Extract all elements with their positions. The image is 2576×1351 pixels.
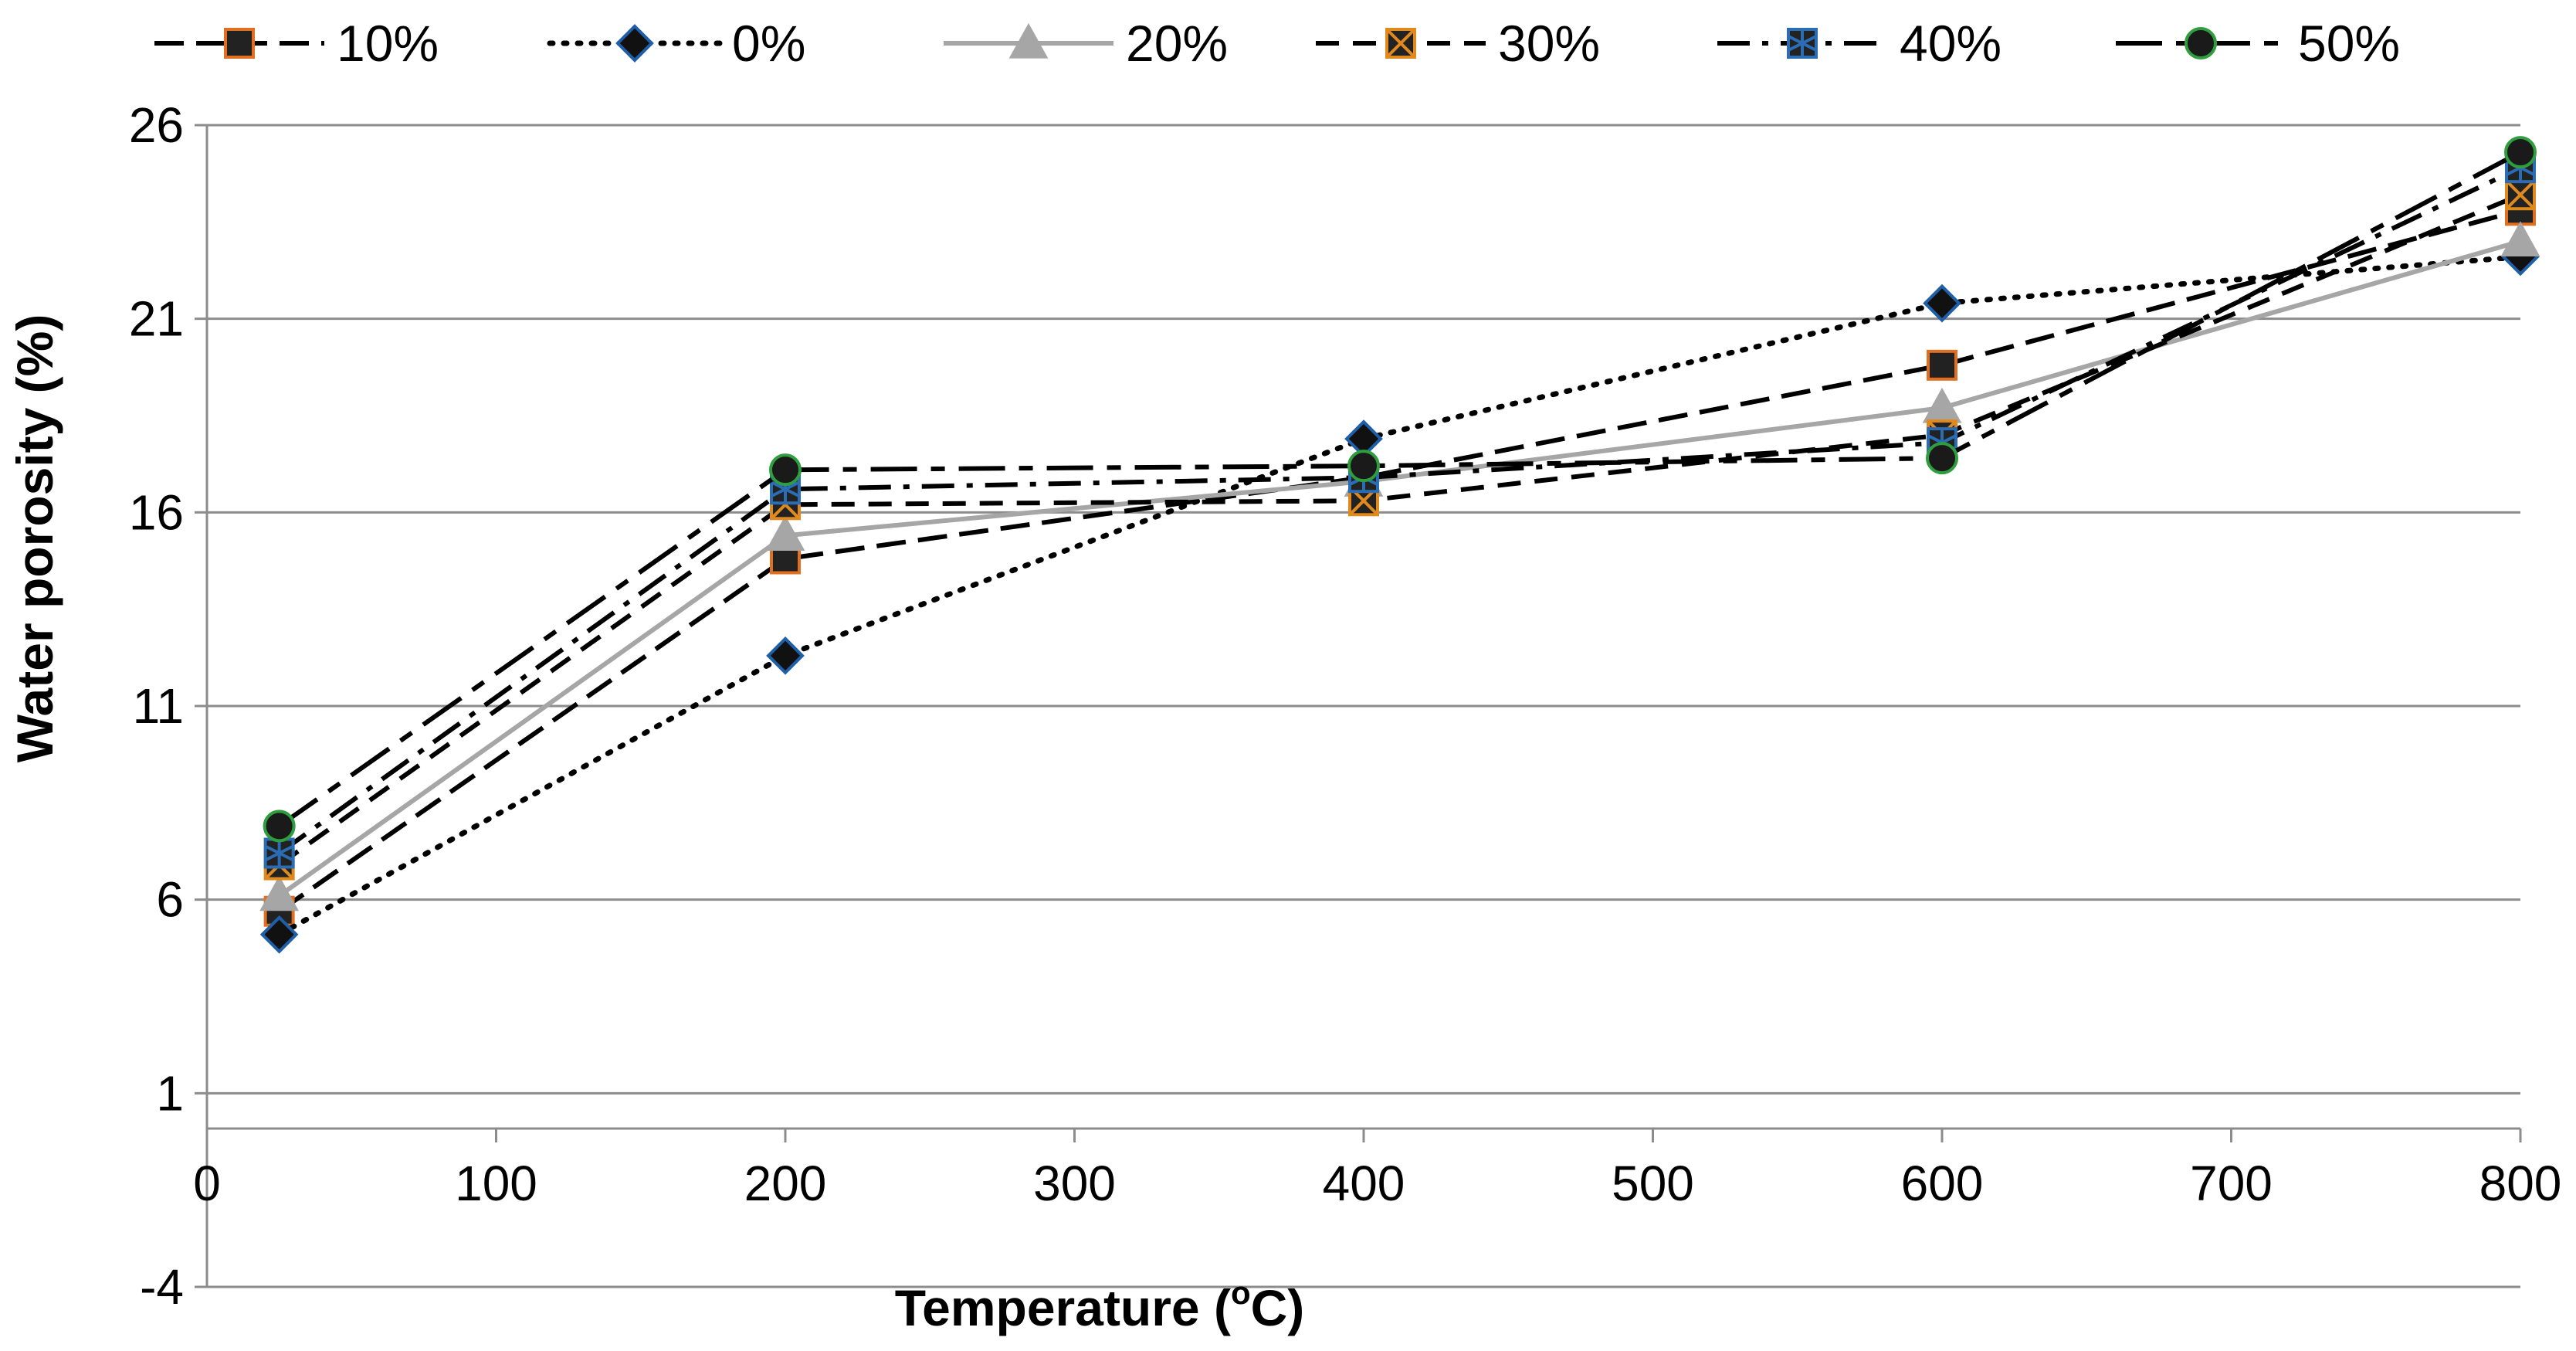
- x-axis-title-superscript: o: [1231, 1275, 1251, 1311]
- series-10%: [263, 195, 2536, 927]
- series-line: [277, 165, 2522, 855]
- x-tick-label: 100: [455, 1156, 537, 1211]
- data-point: [1347, 450, 1380, 483]
- legend-marker: [1385, 28, 1416, 59]
- data-point-shape: [1927, 349, 1957, 381]
- y-tick-label: 16: [129, 484, 184, 540]
- data-point: [259, 875, 300, 911]
- x-tick-label: 500: [1612, 1156, 1694, 1211]
- legend-item-20%: 20%: [944, 15, 1228, 72]
- x-tick-label: 0: [193, 1156, 221, 1211]
- series-50%: [263, 136, 2537, 843]
- y-tick-label: 1: [156, 1065, 184, 1121]
- series-layer: [259, 136, 2540, 954]
- x-tick-label: 800: [2479, 1156, 2562, 1211]
- y-axis-title: Water porosity (%): [6, 314, 63, 763]
- legend-marker-cross: [1385, 28, 1416, 59]
- x-tick-label: 300: [1033, 1156, 1116, 1211]
- series-line: [277, 239, 2521, 898]
- grid-layer: [207, 124, 2520, 1095]
- series-30%: [263, 179, 2536, 881]
- data-point: [765, 515, 805, 552]
- legend-marker: [2185, 27, 2217, 59]
- x-tick-label: 700: [2190, 1156, 2273, 1211]
- series-40%: [263, 152, 2536, 869]
- legend-label: 10%: [337, 15, 439, 72]
- x-axis-title-unit: C): [1251, 1279, 1305, 1336]
- legend-item-30%: 30%: [1316, 15, 1600, 72]
- data-point: [766, 636, 805, 675]
- data-point: [1927, 349, 1957, 381]
- legend-marker: [1008, 22, 1049, 59]
- legend-marker: [1787, 28, 1818, 59]
- series-line: [276, 254, 2523, 938]
- data-point: [2505, 179, 2536, 211]
- legend-marker: [615, 24, 654, 63]
- data-point: [1926, 442, 1958, 475]
- x-axis-title: Temperature (oC): [895, 1275, 1305, 1336]
- data-point: [1923, 283, 1961, 323]
- x-tick-label: 600: [1901, 1156, 1984, 1211]
- legend-label: 40%: [1900, 15, 2001, 72]
- legend-label: 50%: [2298, 15, 2400, 72]
- legend-marker: [224, 28, 255, 59]
- x-tick-label: 200: [744, 1156, 827, 1211]
- data-point: [259, 915, 299, 954]
- legend-label: 30%: [1498, 15, 1600, 72]
- data-point: [263, 810, 296, 843]
- legend-label: 20%: [1126, 15, 1228, 72]
- legend-marker-shape: [224, 28, 255, 59]
- y-tick-label: 6: [156, 872, 184, 928]
- legend-layer: 10% 0% 20% 30% 40% 50%: [154, 15, 2400, 72]
- data-point: [263, 837, 295, 869]
- y-tick-label: 11: [133, 678, 184, 734]
- data-point-cross: [2505, 179, 2536, 210]
- legend-item-10%: 10%: [154, 15, 439, 72]
- y-tick-label: 21: [129, 291, 184, 347]
- x-axis-title-main: Temperature (: [895, 1279, 1231, 1336]
- legend-item-40%: 40%: [1717, 15, 2001, 72]
- x-tick-label: 400: [1323, 1156, 1405, 1211]
- legend-label: 0%: [732, 15, 805, 72]
- y-tick-label: 26: [129, 97, 184, 153]
- series-line: [277, 150, 2522, 828]
- y-tick-label: -4: [140, 1259, 184, 1315]
- legend-item-0%: 0%: [547, 15, 805, 72]
- data-point: [769, 453, 802, 487]
- data-point: [2504, 136, 2537, 169]
- legend-marker-star: [1788, 29, 1817, 57]
- data-point: [2500, 221, 2540, 256]
- series-line: [277, 192, 2522, 867]
- legend-item-50%: 50%: [2116, 15, 2400, 72]
- data-point-star: [264, 839, 294, 867]
- series-line: [277, 208, 2521, 914]
